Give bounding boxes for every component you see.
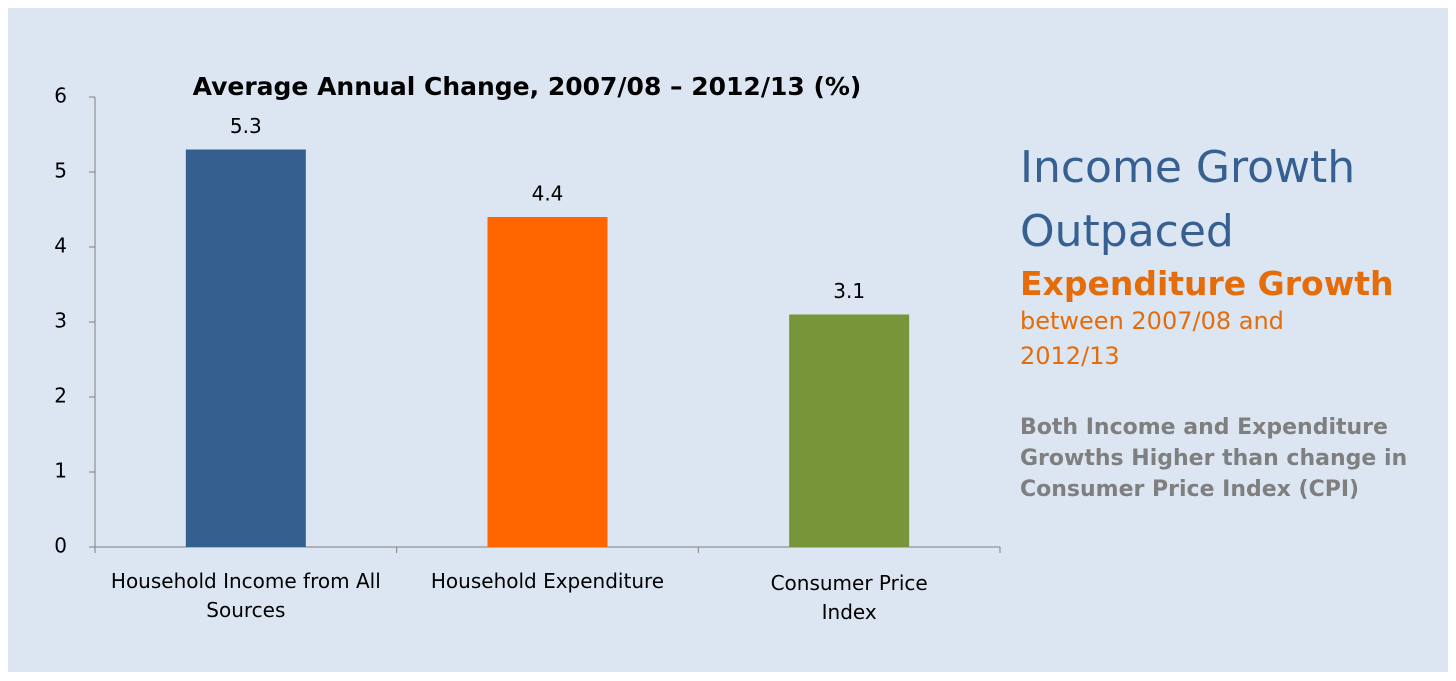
value-label: 4.4 xyxy=(532,182,564,206)
note: Both Income and Expenditure Growths High… xyxy=(1020,415,1408,502)
x-tick-label: Consumer Price Index xyxy=(770,571,928,624)
subheadline: Expenditure Growth xyxy=(1020,264,1394,303)
headline: Income Growth Outpaced xyxy=(1020,142,1356,257)
bar xyxy=(789,314,910,547)
y-tick-label: 1 xyxy=(54,459,67,483)
y-tick-label: 5 xyxy=(54,159,67,183)
y-tick-label: 0 xyxy=(54,534,67,558)
side-text: Income Growth Outpaced Expenditure Growt… xyxy=(1020,136,1450,505)
y-tick-label: 6 xyxy=(54,84,67,108)
y-tick-label: 4 xyxy=(54,234,67,258)
value-label: 5.3 xyxy=(230,114,262,138)
y-tick-label: 2 xyxy=(54,384,67,408)
chart-title: Average Annual Change, 2007/08 – 2012/13… xyxy=(193,72,862,101)
x-tick-label: Household Income from All Sources xyxy=(110,569,381,622)
x-tick-label: Household Expenditure xyxy=(430,569,665,593)
period: between 2007/08 and 2012/13 xyxy=(1020,307,1284,370)
bar xyxy=(487,217,608,547)
value-label: 3.1 xyxy=(833,279,865,303)
y-tick-label: 3 xyxy=(54,309,67,333)
bar xyxy=(185,149,306,547)
